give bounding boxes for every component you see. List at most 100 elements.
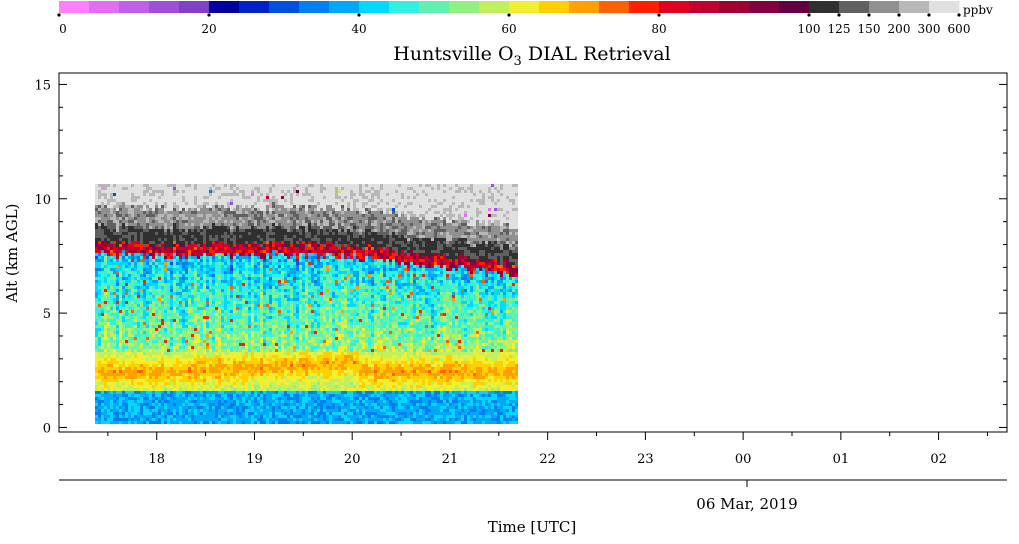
heatmap-cell (221, 310, 224, 313)
heatmap-cell (173, 301, 176, 304)
heatmap-cell (185, 235, 188, 238)
heatmap-cell (185, 298, 188, 301)
heatmap-cell (176, 298, 179, 301)
heatmap-cell (182, 292, 185, 295)
heatmap-cell (239, 199, 242, 202)
heatmap-cell (209, 280, 212, 283)
heatmap-cell (239, 334, 242, 337)
heatmap-cell (260, 211, 263, 214)
heatmap-cell (215, 217, 218, 220)
heatmap-cell (272, 262, 275, 265)
heatmap-cell (170, 184, 173, 187)
heatmap-cell (176, 187, 179, 190)
heatmap-cell (137, 385, 140, 388)
heatmap-cell (191, 268, 194, 271)
heatmap-cell (227, 232, 230, 235)
heatmap-cell (251, 376, 254, 379)
heatmap-cell (119, 280, 122, 283)
heatmap-cell (233, 244, 236, 247)
heatmap-cell (194, 217, 197, 220)
heatmap-cell (158, 214, 161, 217)
heatmap-cell (155, 223, 158, 226)
heatmap-cell (254, 322, 257, 325)
heatmap-cell (266, 421, 269, 424)
heatmap-cell (140, 235, 143, 238)
heatmap-cell (257, 343, 260, 346)
heatmap-cell (146, 280, 149, 283)
heatmap-cell (260, 343, 263, 346)
heatmap-cell (182, 388, 185, 391)
heatmap-cell (245, 202, 248, 205)
heatmap-cell (263, 289, 266, 292)
heatmap-cell (260, 325, 263, 328)
heatmap-cell (263, 253, 266, 256)
heatmap-cell (266, 214, 269, 217)
heatmap-cell (167, 355, 170, 358)
heatmap-cell (272, 376, 275, 379)
heatmap-cell (236, 385, 239, 388)
heatmap-cell (122, 412, 125, 415)
heatmap-cell (173, 223, 176, 226)
heatmap-cell (95, 256, 98, 259)
heatmap-cell (233, 232, 236, 235)
heatmap-cell (200, 382, 203, 385)
heatmap-cell (128, 259, 131, 262)
heatmap-cell (122, 283, 125, 286)
heatmap-cell (185, 301, 188, 304)
heatmap-cell (101, 361, 104, 364)
heatmap-cell (146, 259, 149, 262)
heatmap-cell (140, 292, 143, 295)
heatmap-cell (137, 256, 140, 259)
heatmap-cell (239, 322, 242, 325)
heatmap-cell (263, 334, 266, 337)
heatmap-cell (224, 310, 227, 313)
heatmap-cell (155, 271, 158, 274)
heatmap-cell (182, 301, 185, 304)
heatmap-cell (254, 289, 257, 292)
heatmap-cell (188, 358, 191, 361)
heatmap-cell (272, 196, 275, 199)
heatmap-cell (272, 319, 275, 322)
heatmap-cell (176, 262, 179, 265)
heatmap-cell (98, 250, 101, 253)
heatmap-cell (200, 286, 203, 289)
heatmap-cell (197, 316, 200, 319)
heatmap-cell (191, 250, 194, 253)
heatmap-cell (179, 316, 182, 319)
heatmap-cell (176, 334, 179, 337)
heatmap-cell (194, 304, 197, 307)
heatmap-cell (143, 421, 146, 424)
heatmap-cell (218, 421, 221, 424)
heatmap-cell (167, 373, 170, 376)
heatmap-cell (119, 415, 122, 418)
heatmap-cell (221, 259, 224, 262)
heatmap-cell (122, 388, 125, 391)
heatmap-cell (245, 388, 248, 391)
heatmap-cell (128, 376, 131, 379)
heatmap-cell (131, 310, 134, 313)
heatmap-cell (131, 199, 134, 202)
heatmap-cell (227, 214, 230, 217)
heatmap-cell (119, 418, 122, 421)
heatmap-cell (254, 277, 257, 280)
heatmap-cell (146, 199, 149, 202)
heatmap-cell (188, 403, 191, 406)
heatmap-cell (236, 331, 239, 334)
heatmap-cell (233, 418, 236, 421)
heatmap-cell (116, 199, 119, 202)
heatmap-cell (263, 412, 266, 415)
heatmap-cell (215, 409, 218, 412)
heatmap-cell (101, 196, 104, 199)
heatmap-cell (272, 415, 275, 418)
heatmap-cell (137, 358, 140, 361)
heatmap-cell (167, 394, 170, 397)
heatmap-cell (248, 370, 251, 373)
heatmap-cell (179, 310, 182, 313)
heatmap-cell (122, 301, 125, 304)
heatmap-cell (185, 289, 188, 292)
heatmap-cell (179, 190, 182, 193)
heatmap-cell (230, 211, 233, 214)
heatmap-cell (146, 337, 149, 340)
heatmap-cell (158, 343, 161, 346)
heatmap-cell (209, 208, 212, 211)
